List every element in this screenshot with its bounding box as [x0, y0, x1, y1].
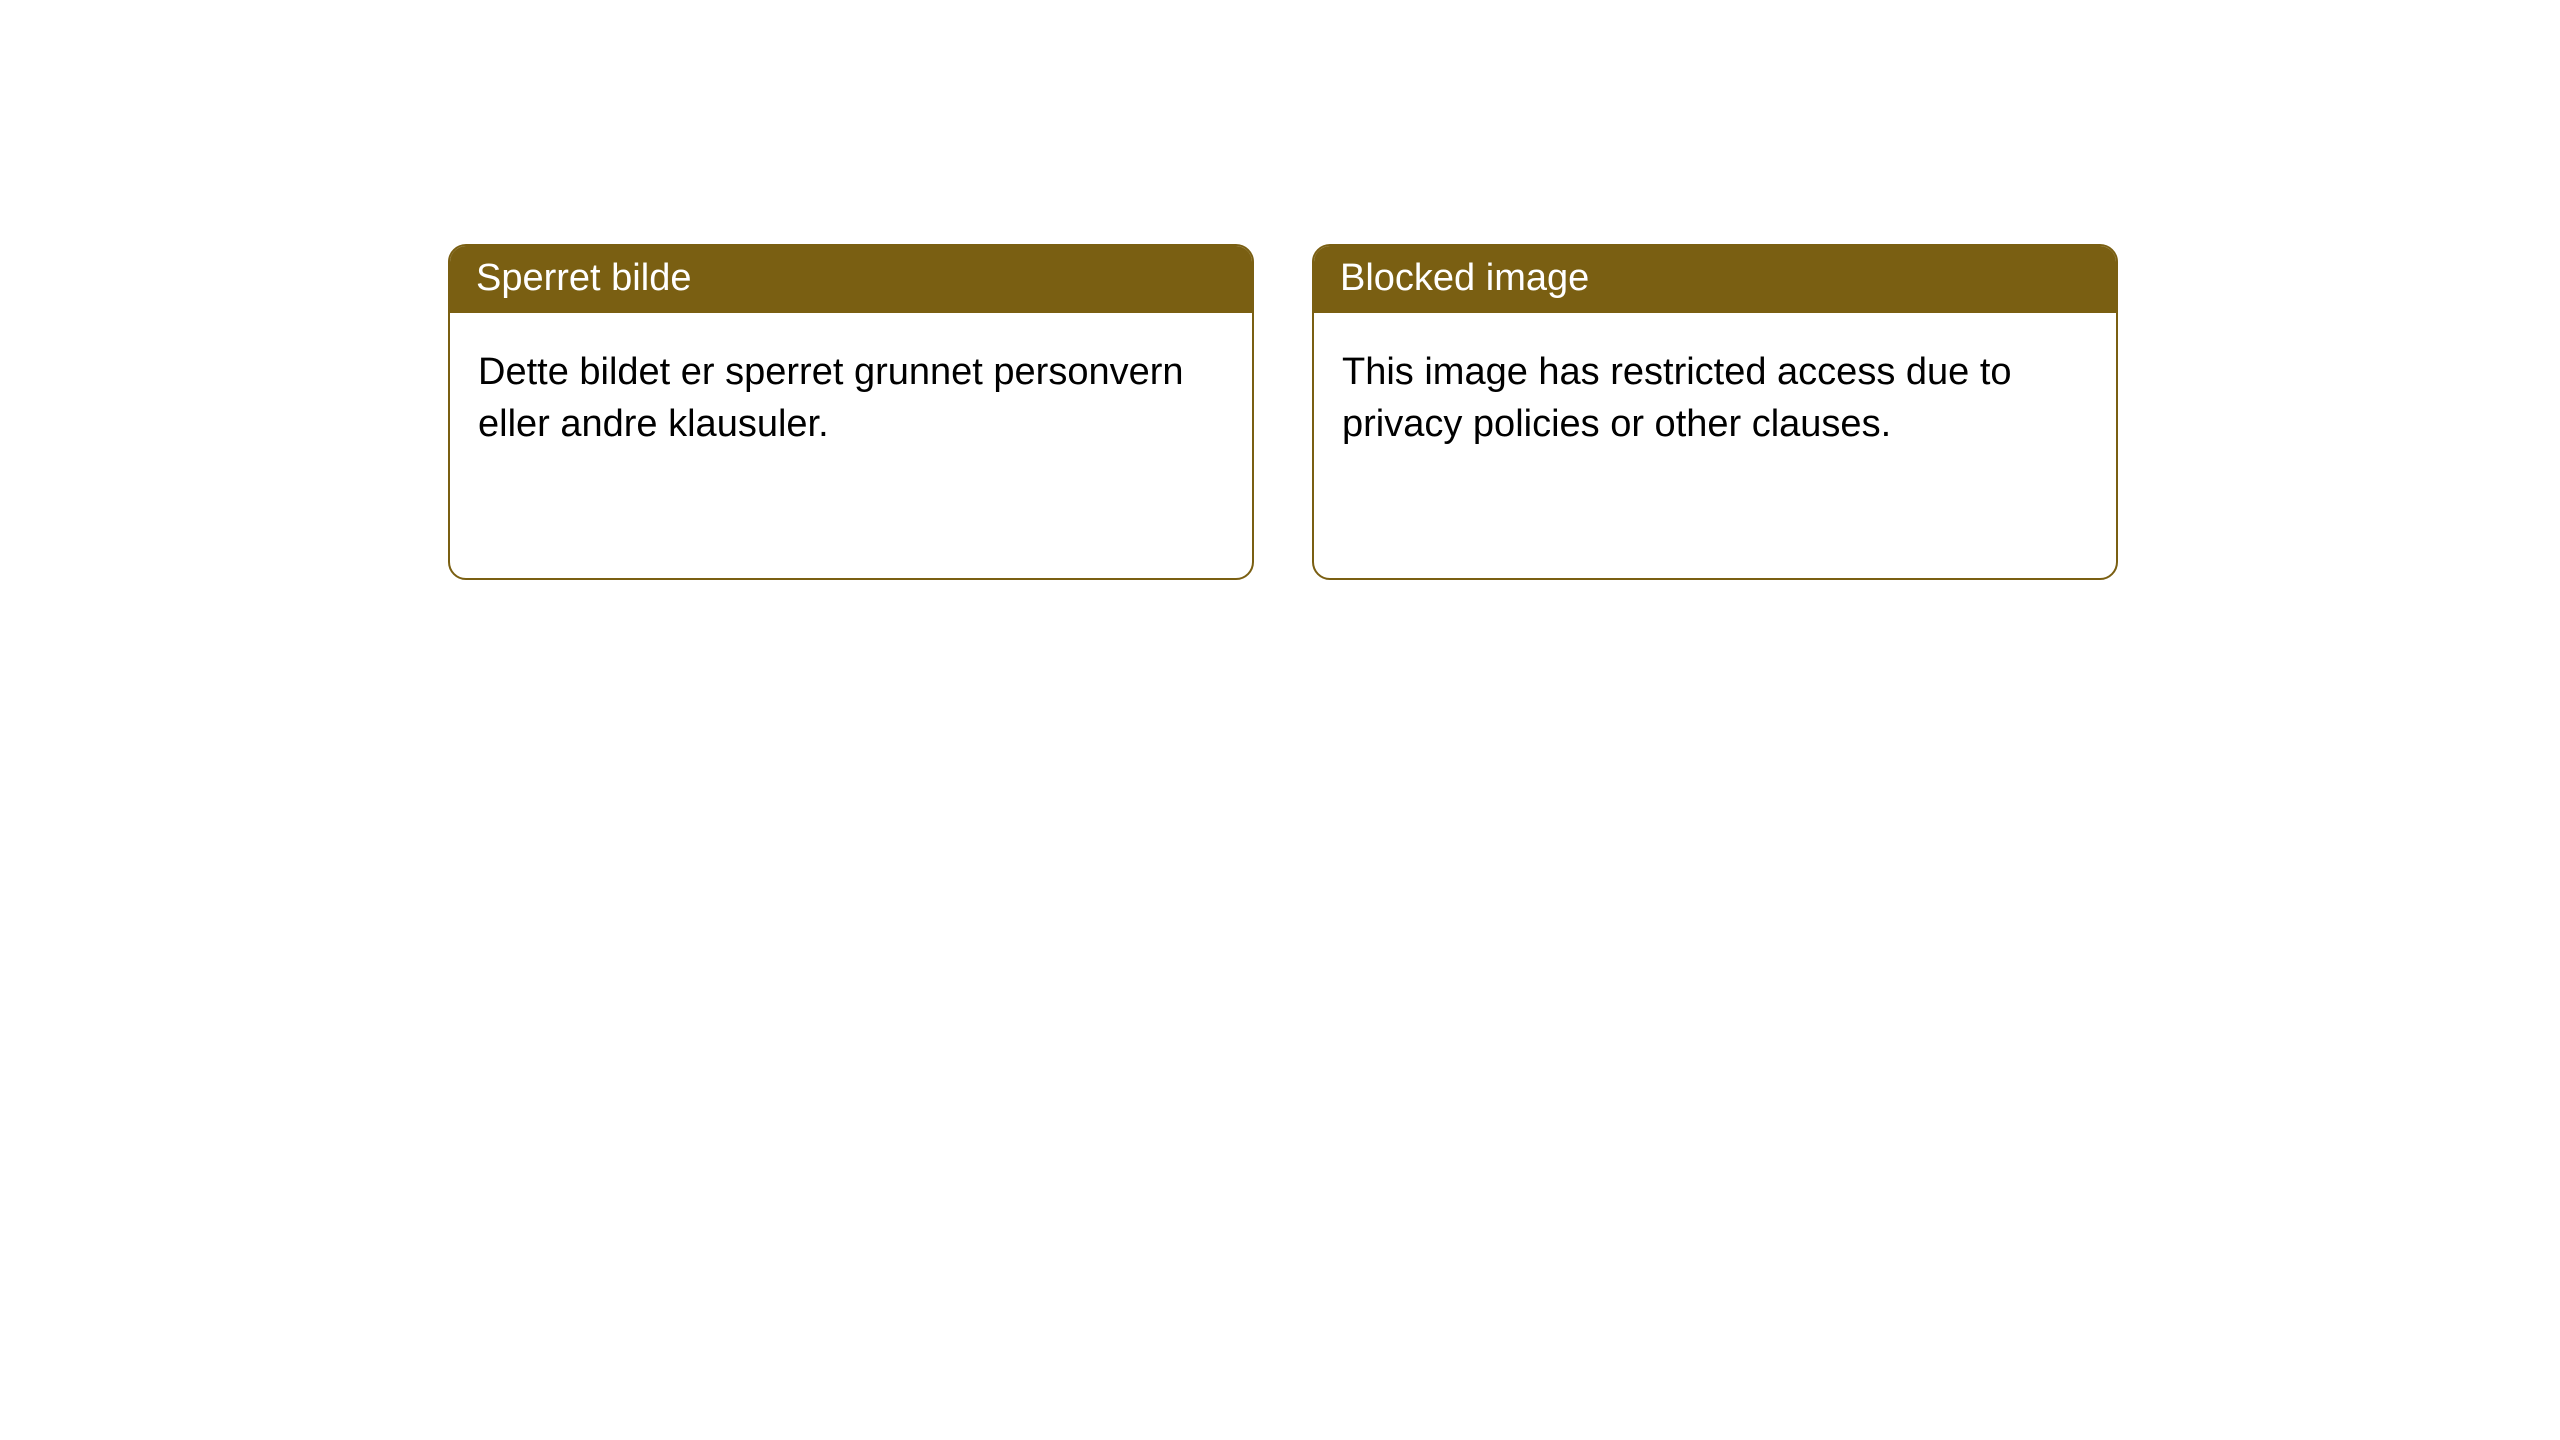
card-body: This image has restricted access due to …	[1314, 313, 2116, 484]
notice-card-norwegian: Sperret bilde Dette bildet er sperret gr…	[448, 244, 1254, 580]
card-title: Blocked image	[1314, 246, 2116, 313]
card-title: Sperret bilde	[450, 246, 1252, 313]
card-body: Dette bildet er sperret grunnet personve…	[450, 313, 1252, 484]
notice-card-english: Blocked image This image has restricted …	[1312, 244, 2118, 580]
notice-container: Sperret bilde Dette bildet er sperret gr…	[0, 0, 2560, 580]
